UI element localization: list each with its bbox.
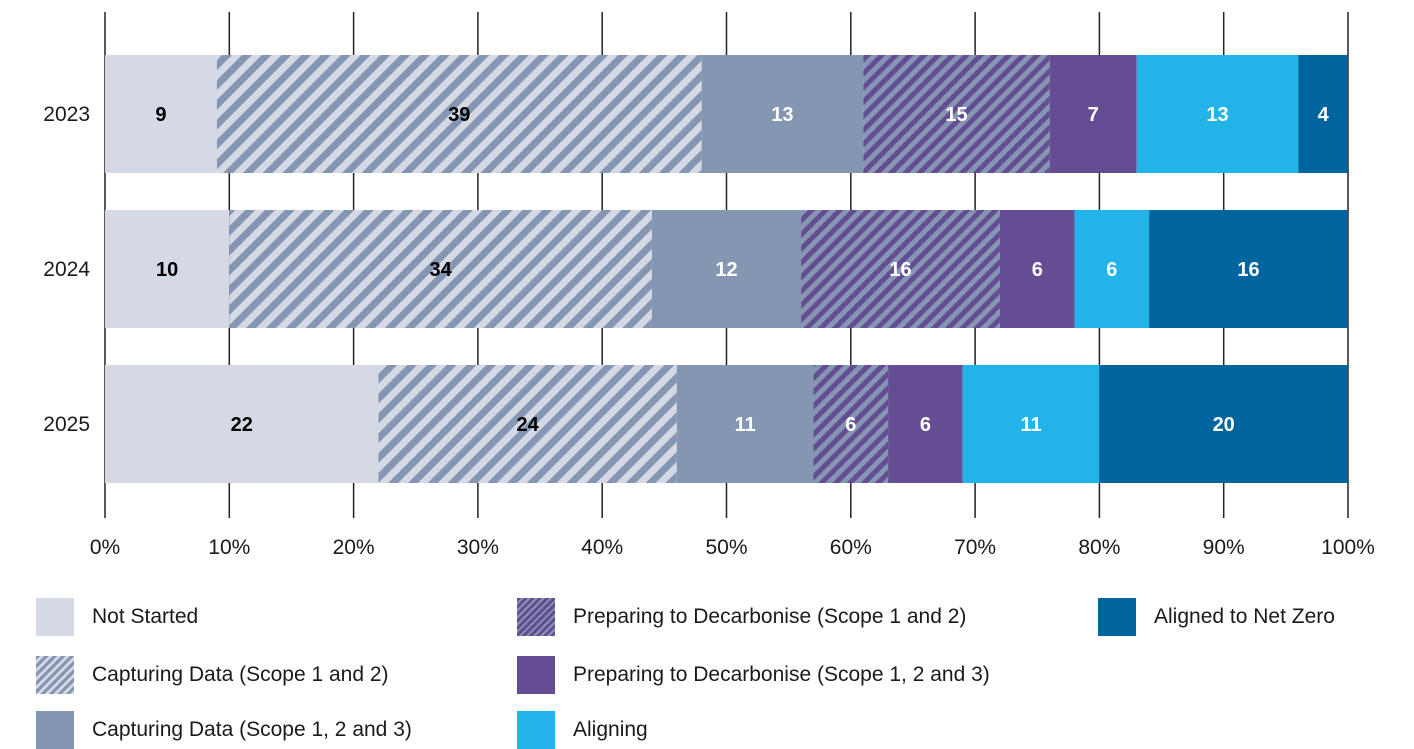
- data-label: 11: [1020, 414, 1041, 436]
- bar-segment: [888, 365, 963, 483]
- bar-segment: [1099, 365, 1348, 483]
- x-tick-label: 20%: [333, 536, 375, 559]
- bar-segment: [801, 210, 1000, 328]
- x-tick-label: 0%: [90, 536, 120, 559]
- data-label: 16: [1237, 259, 1259, 281]
- y-tick-label: 2024: [43, 258, 90, 281]
- data-label: 6: [1106, 259, 1117, 281]
- data-label: 34: [429, 259, 452, 281]
- data-label: 4: [1318, 104, 1330, 126]
- data-label: 24: [516, 414, 539, 436]
- data-label: 6: [845, 414, 856, 436]
- data-label: 7: [1088, 104, 1099, 126]
- x-tick-label: 50%: [705, 536, 747, 559]
- x-tick-label: 80%: [1078, 536, 1120, 559]
- x-tick-label: 90%: [1203, 536, 1245, 559]
- data-label: 10: [156, 259, 178, 281]
- bar-segment: [701, 55, 864, 173]
- bar-segment: [1149, 210, 1348, 328]
- x-tick-label: 60%: [830, 536, 872, 559]
- bar-segment: [999, 210, 1075, 328]
- bar-segment: [1049, 55, 1137, 173]
- bar-segment: [676, 365, 814, 483]
- data-label: 12: [715, 259, 737, 281]
- x-tick-label: 10%: [208, 536, 250, 559]
- x-tick-label: 100%: [1321, 536, 1375, 559]
- x-tick-label: 70%: [954, 536, 996, 559]
- bar-segment: [105, 210, 230, 328]
- y-axis-labels: 2023 2024 2025: [43, 103, 90, 436]
- bar-segment: [813, 365, 889, 483]
- bar-segment: [105, 55, 217, 173]
- y-tick-label: 2025: [43, 413, 90, 436]
- data-label: 20: [1213, 414, 1235, 436]
- data-label: 16: [889, 259, 911, 281]
- data-label: 22: [231, 414, 253, 436]
- bar-segment: [651, 210, 802, 328]
- x-tick-label: 30%: [457, 536, 499, 559]
- y-tick-label: 2023: [43, 103, 90, 126]
- data-label: 13: [1206, 104, 1228, 126]
- data-label: 6: [1032, 259, 1043, 281]
- data-label: 15: [945, 104, 967, 126]
- x-axis-labels: 0% 10% 20% 30% 40% 50% 60% 70% 80% 90% 100%: [90, 536, 1375, 559]
- bars: 9 39 13 15 7 13 4 10 34 12 16 6 6 16 22 24 11 6 6 11 20: [105, 55, 1348, 483]
- bar-segment: [1136, 55, 1299, 173]
- data-label: 39: [448, 104, 470, 126]
- data-label: 6: [920, 414, 931, 436]
- data-label: 9: [155, 104, 166, 126]
- x-tick-label: 40%: [581, 536, 623, 559]
- bar-segment: [863, 55, 1050, 173]
- bar-segment: [229, 210, 652, 328]
- bar-segment: [1298, 55, 1348, 173]
- bar-segment: [216, 55, 702, 173]
- bar-segment: [378, 365, 677, 483]
- data-label: 13: [771, 104, 793, 126]
- bar-segment: [1074, 210, 1150, 328]
- bar-segment: [105, 365, 379, 483]
- bar-segment: [962, 365, 1100, 483]
- data-label: 11: [735, 414, 756, 436]
